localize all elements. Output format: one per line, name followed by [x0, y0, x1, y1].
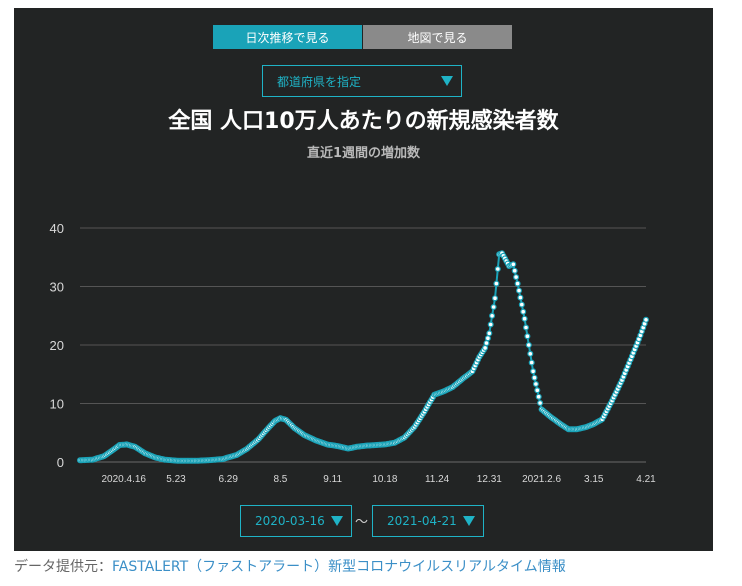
data-point [517, 294, 524, 301]
x-tick-label: 2021.2.6 [522, 474, 561, 485]
data-source-credit: データ提供元：FASTALERT（ファストアラート）新型コロナウイルスリアルタイ… [14, 556, 566, 576]
x-tick-label: 4.21 [636, 474, 656, 485]
data-point [527, 350, 534, 357]
data-point [535, 393, 542, 400]
data-point [531, 374, 538, 381]
start-date-select[interactable]: 2020-03-16 [240, 505, 352, 537]
series-layer [76, 250, 649, 464]
data-point [487, 321, 494, 328]
data-point [493, 280, 500, 287]
date-range-separator: 〜 [355, 515, 369, 530]
y-tick-label: 10 [50, 397, 64, 412]
data-point [523, 324, 530, 331]
x-tick-label: 11.24 [425, 474, 450, 485]
data-point [513, 274, 520, 281]
dropdown-triangle-icon [463, 516, 475, 526]
x-tick-label: 6.29 [218, 474, 238, 485]
data-point [483, 340, 490, 347]
data-point [532, 381, 539, 388]
data-point [486, 330, 493, 337]
x-axis-ticks: 2020.4.16 5.23 6.29 8.5 9.11 10.18 11.24 12.31 2… [102, 474, 657, 485]
tab-daily-trend[interactable]: 日次推移で見る [213, 25, 362, 49]
data-point [642, 316, 649, 323]
data-point [516, 287, 523, 294]
data-point [530, 368, 537, 375]
series-line [80, 251, 647, 462]
start-date-value: 2020-03-16 [255, 514, 325, 528]
y-tick-label: 20 [50, 338, 64, 353]
x-tick-label: 8.5 [273, 474, 287, 485]
chart-subtitle: 直近1週間の増加数 [306, 146, 421, 161]
data-point [489, 312, 496, 319]
data-point [518, 301, 525, 308]
data-point [525, 342, 532, 349]
data-point [520, 308, 527, 315]
data-point [490, 304, 497, 311]
x-tick-label: 5.23 [166, 474, 186, 485]
credit-prefix: データ提供元： [14, 559, 112, 575]
data-point [511, 267, 518, 274]
chart-title: 全国 人口10万人あたりの新規感染者数 [168, 109, 559, 134]
data-point [494, 266, 501, 273]
dropdown-triangle-icon [331, 516, 343, 526]
y-tick-label: 30 [50, 280, 64, 295]
dropdown-triangle-icon [441, 76, 453, 86]
prefecture-select[interactable]: 都道府県を指定 [262, 65, 462, 97]
data-point [528, 359, 535, 366]
chart-panel: 日次推移で見る 地図で見る 都道府県を指定 全国 人口10万人あたりの新規感染者… [14, 8, 713, 551]
data-point [524, 333, 531, 340]
data-point [537, 400, 544, 407]
end-date-select[interactable]: 2021-04-21 [372, 505, 484, 537]
x-tick-label: 3.15 [584, 474, 604, 485]
y-tick-label: 0 [57, 455, 64, 470]
prefecture-select-label: 都道府県を指定 [277, 74, 362, 89]
x-tick-label: 9.11 [323, 474, 342, 485]
y-tick-label: 40 [50, 221, 64, 236]
x-tick-label: 2020.4.16 [102, 474, 147, 485]
line-chart: 0 10 20 30 40 2020.4.16 5.23 6.29 8.5 9.11 10.18 1… [50, 221, 657, 485]
data-point [482, 344, 489, 351]
data-point [492, 295, 499, 302]
x-tick-label: 10.18 [372, 474, 397, 485]
data-point [521, 315, 528, 322]
data-point [514, 280, 521, 287]
end-date-value: 2021-04-21 [387, 514, 457, 528]
data-point [510, 261, 517, 268]
data-point [534, 387, 541, 394]
x-tick-label: 12.31 [477, 474, 502, 485]
grid-layer: 0 10 20 30 40 [50, 221, 646, 470]
credit-link[interactable]: FASTALERT（ファストアラート）新型コロナウイルスリアルタイム情報 [112, 559, 566, 575]
tab-map-view[interactable]: 地図で見る [363, 25, 512, 49]
data-point [484, 335, 491, 342]
